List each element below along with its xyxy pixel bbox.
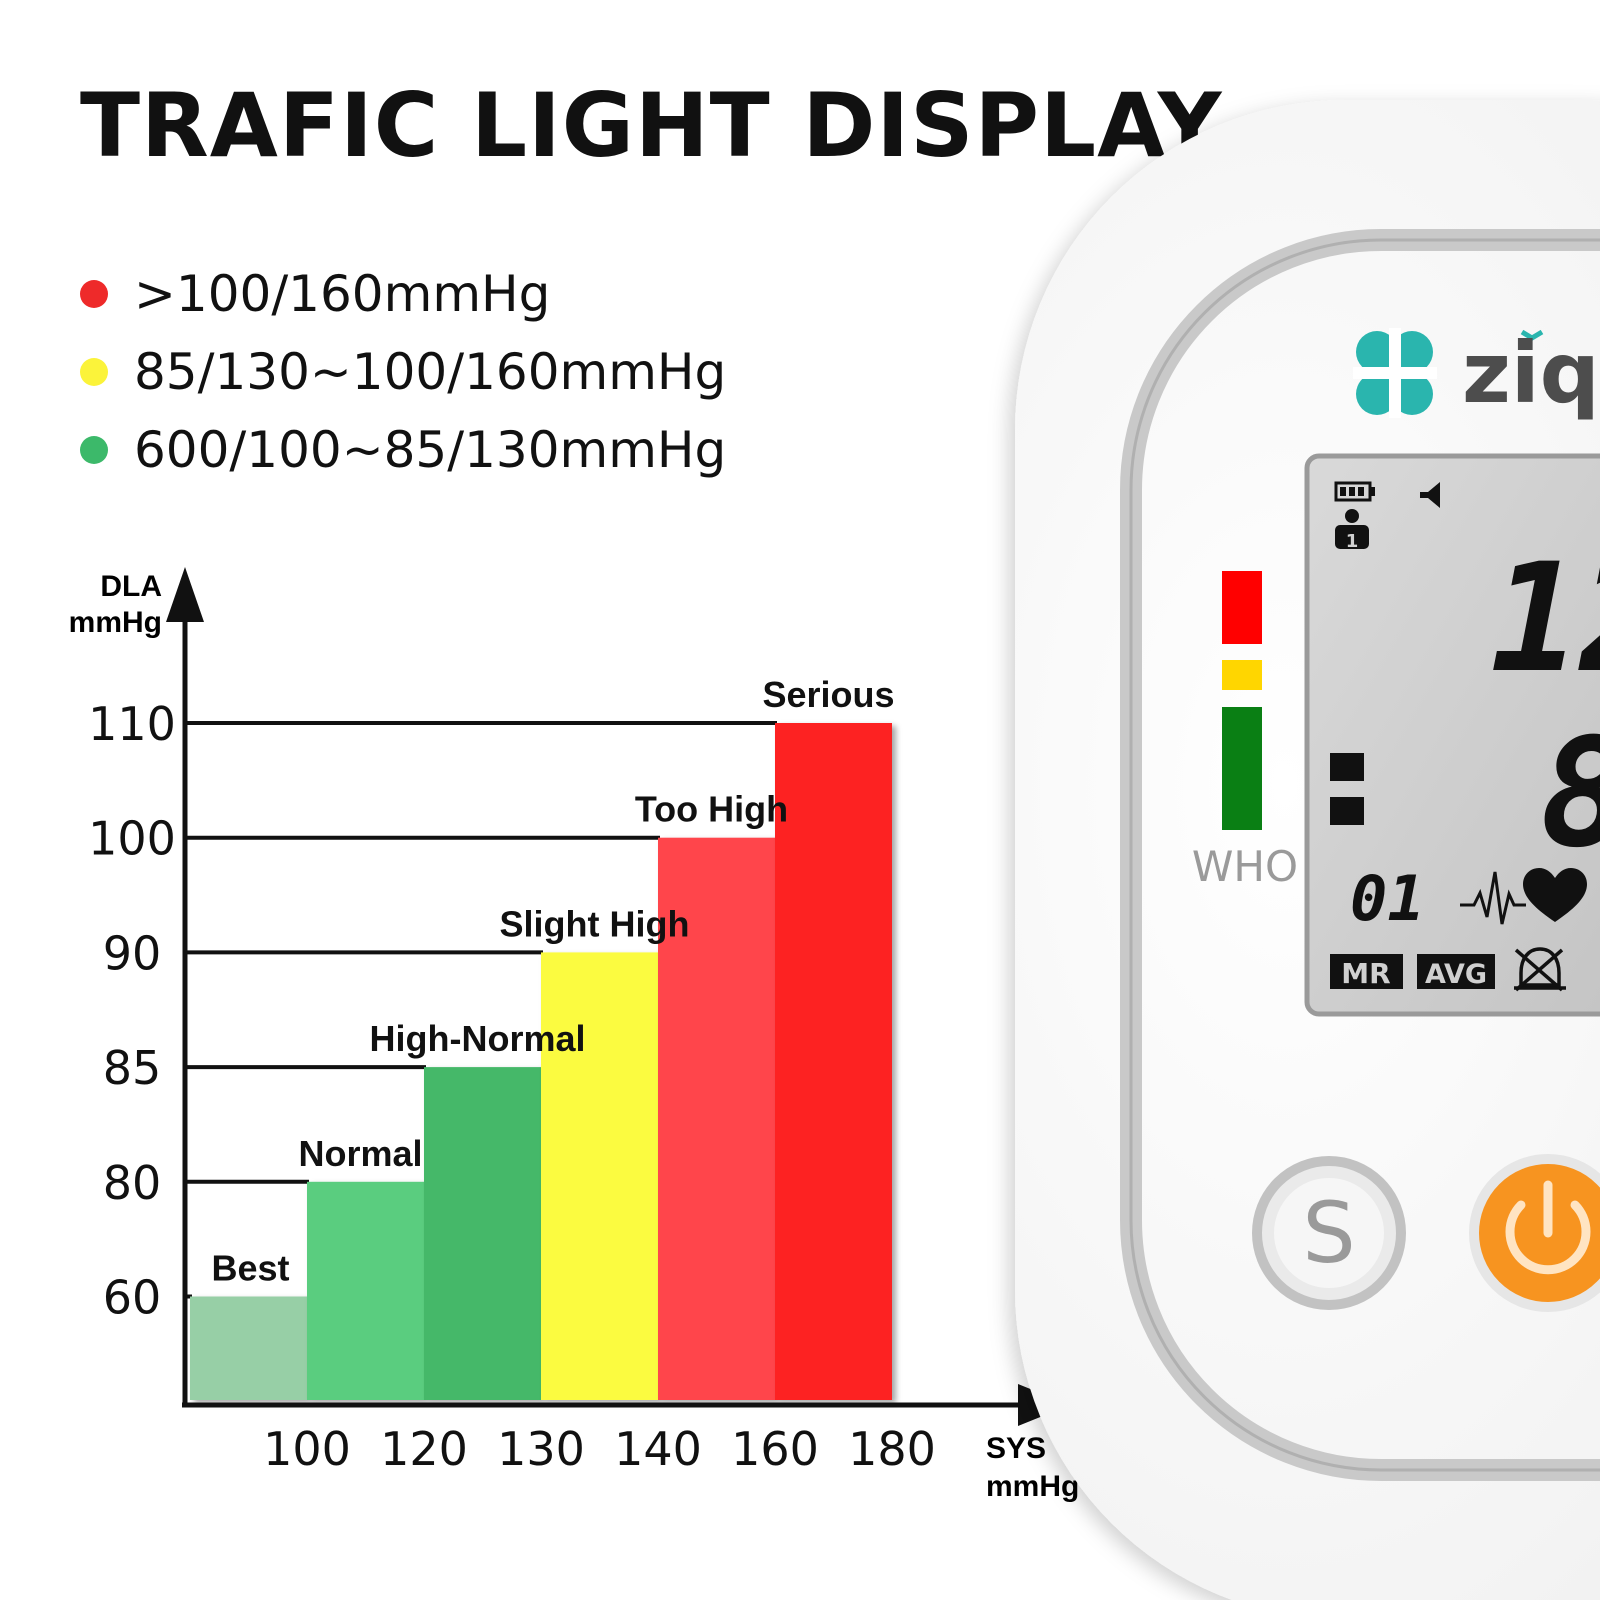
bar-serious [775,723,892,1400]
bar-too-high [658,837,775,1400]
category-label: Too High [635,789,788,830]
category-label: High-Normal [370,1018,586,1059]
who-bar [1222,571,1262,644]
legend-item-yellow: 85/130~100/160mmHg [80,333,726,411]
bar-best [190,1296,307,1400]
red-dot-icon [80,280,108,308]
legend-text-yellow: 85/130~100/160mmHg [134,343,727,401]
blood-pressure-chart: Best Normal High-Normal Slight High Too High… [69,567,1079,1503]
y-tick-label: 110 [88,697,176,751]
category-label: Best [211,1248,289,1289]
mr-label: MR [1341,957,1390,990]
avg-badge [1417,954,1495,989]
brand-name: ziq [1462,324,1600,422]
y-axis-arrow-icon [166,567,204,622]
who-label: WHO [1192,842,1298,891]
x-tick-label: 100 [263,1422,351,1476]
heart-icon [1523,868,1587,922]
s-button[interactable]: S [1252,1156,1406,1310]
legend: >100/160mmHg 85/130~100/160mmHg 600/100~… [80,255,726,489]
legend-text-green: 600/100~85/130mmHg [134,421,727,479]
ziq-logo-icon [1353,328,1544,418]
x-axis-label-line2: mmHg [986,1470,1079,1503]
power-icon [1505,1200,1591,1275]
lcd-memory-digits: 01 [1350,862,1425,935]
lcd-systolic-digits: 12 [1490,532,1600,706]
avg-label: AVG [1425,959,1487,990]
x-tick-label: 180 [848,1422,936,1476]
bar-high-normal [424,1067,541,1400]
y-tick-label: 80 [103,1156,162,1210]
yellow-dot-icon [80,358,108,386]
pulse-wave-icon [1460,871,1526,925]
category-label: Serious [762,674,894,715]
user-number: 1 [1346,531,1359,552]
x-tick-label: 140 [614,1422,702,1476]
speaker-icon [1420,482,1440,508]
x-tick-label: 160 [731,1422,819,1476]
y-axis-label-line1: DLA [100,570,162,603]
category-label: Slight High [500,903,690,944]
page-title: TRAFIC LIGHT DISPLAY [80,74,1223,177]
bar-slight-high [541,952,658,1400]
category-label: Normal [298,1133,422,1174]
alarm-off-icon [1514,947,1566,992]
user-icon [1335,509,1369,549]
power-button[interactable] [1469,1154,1600,1312]
who-bar [1222,660,1262,690]
y-tick-label: 90 [103,926,162,980]
legend-text-red: >100/160mmHg [134,265,551,323]
y-tick-label: 100 [88,812,176,866]
x-tick-label: 130 [497,1422,585,1476]
x-axis-label-line1: SYS [986,1432,1046,1465]
who-bar [1222,707,1262,830]
bar-normal [307,1181,424,1400]
y-tick-label: 60 [103,1271,162,1325]
y-tick-label: 85 [103,1041,162,1095]
lcd-diastolic-digits: 8 [1540,707,1600,881]
legend-item-green: 600/100~85/130mmHg [80,411,726,489]
y-axis-label-line2: mmHg [69,606,162,639]
mr-badge [1330,954,1403,989]
green-dot-icon [80,436,108,464]
legend-item-red: >100/160mmHg [80,255,726,333]
x-tick-label: 120 [380,1422,468,1476]
who-indicator [1222,571,1262,830]
s-button-label: S [1302,1184,1355,1282]
